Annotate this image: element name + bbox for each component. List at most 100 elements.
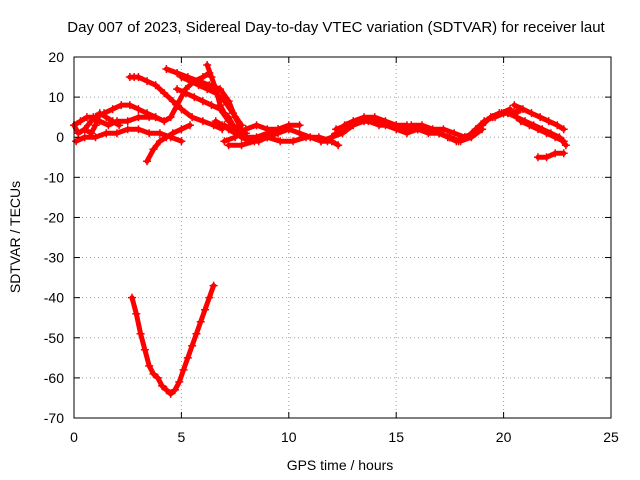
data-point (402, 121, 411, 130)
data-point (80, 133, 89, 142)
data-point (162, 65, 171, 74)
y-tick-label: 20 (48, 49, 64, 65)
data-point (95, 109, 104, 118)
data-point (149, 369, 158, 378)
data-point (108, 105, 117, 114)
data-point (402, 129, 411, 138)
data-point (241, 133, 250, 142)
data-point (263, 129, 272, 138)
data-point (375, 121, 384, 130)
y-tick-label: -40 (44, 290, 64, 306)
series-arc-1 (70, 113, 160, 130)
data-point (190, 93, 199, 102)
data-point (518, 105, 527, 114)
data-point (134, 125, 143, 134)
x-tick-label: 25 (603, 429, 619, 445)
data-point (209, 281, 218, 290)
data-point (151, 113, 160, 122)
data-point (542, 129, 551, 138)
data-point (561, 141, 570, 150)
data-point (162, 385, 171, 394)
data-point (155, 129, 164, 138)
data-point (125, 101, 134, 110)
series-arc-24 (516, 117, 568, 146)
data-point (551, 133, 560, 142)
data-point (74, 129, 83, 138)
data-point (149, 145, 158, 154)
data-point (153, 373, 162, 382)
data-point (276, 137, 285, 146)
data-point (108, 117, 117, 126)
data-point (145, 129, 154, 138)
axis-ticks: 0 5 10 15 20 25 20 10 0 -10 -20 -30 -40 -50 -60 -70 (44, 49, 619, 445)
data-point (413, 125, 422, 134)
data-point (198, 117, 207, 126)
data-point (542, 153, 551, 162)
data-point (72, 137, 81, 146)
plot-frame (73, 56, 612, 419)
data-point (295, 121, 304, 130)
data-point (196, 317, 205, 326)
data-point (220, 109, 229, 118)
data-point (188, 113, 197, 122)
data-point (177, 137, 186, 146)
data-point (203, 85, 212, 94)
data-point (123, 125, 132, 134)
data-point (317, 137, 326, 146)
y-tick-label: -50 (44, 330, 64, 346)
data-point (134, 105, 143, 114)
data-point (143, 77, 152, 86)
data-point (127, 293, 136, 302)
data-point (201, 305, 210, 314)
data-point (471, 125, 480, 134)
y-tick-label: 0 (56, 129, 64, 145)
data-point (450, 129, 459, 138)
data-point (177, 105, 186, 114)
data-point (185, 77, 194, 86)
data-point (112, 129, 121, 138)
data-point (559, 149, 568, 158)
data-point (454, 137, 463, 146)
data-point (160, 117, 169, 126)
data-point (166, 389, 175, 398)
data-point (177, 125, 186, 134)
data-point (194, 81, 203, 90)
data-point (151, 81, 160, 90)
data-point (435, 129, 444, 138)
data-point (134, 113, 143, 122)
data-point (87, 117, 96, 126)
data-point (102, 113, 111, 122)
data-point (173, 85, 182, 94)
data-point (205, 293, 214, 302)
data-point (491, 113, 500, 122)
data-point (185, 121, 194, 130)
data-point (480, 117, 489, 126)
data-point (123, 117, 132, 126)
data-point (274, 125, 283, 134)
data-point (216, 101, 225, 110)
series-arc-6 (125, 73, 227, 134)
series-arc-25 (533, 149, 568, 162)
series-arc-5 (143, 121, 194, 166)
grid-lines (74, 57, 611, 418)
data-point (392, 121, 401, 130)
data-point (338, 129, 347, 138)
data-point (224, 113, 233, 122)
x-axis-label: GPS time / hours (287, 457, 394, 473)
data-point (289, 137, 298, 146)
y-tick-label: -20 (44, 209, 64, 225)
series-trace (129, 283, 217, 397)
data-point (220, 97, 229, 106)
data-point (211, 117, 220, 126)
data-point (342, 121, 351, 130)
data-point (207, 101, 216, 110)
x-tick-label: 0 (70, 429, 78, 445)
data-point (102, 129, 111, 138)
data-point (76, 117, 85, 126)
data-point (516, 117, 525, 126)
data-point (233, 129, 242, 138)
data-point (145, 361, 154, 370)
data-point (220, 137, 229, 146)
data-point (510, 101, 519, 110)
